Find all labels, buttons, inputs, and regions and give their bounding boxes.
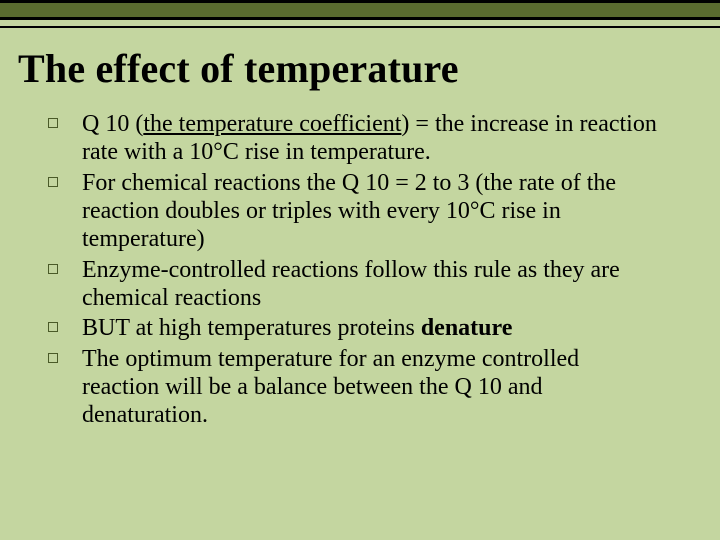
list-item: For chemical reactions the Q 10 = 2 to 3…	[48, 169, 660, 254]
content-area: Q 10 (the temperature coefficient) = the…	[0, 106, 720, 429]
list-item: Enzyme-controlled reactions follow this …	[48, 256, 660, 313]
header-top-bar	[0, 0, 720, 20]
list-item: The optimum temperature for an enzyme co…	[48, 345, 660, 430]
bullet-square-icon	[48, 118, 58, 128]
list-item-text: For chemical reactions the Q 10 = 2 to 3…	[82, 169, 660, 254]
list-item: Q 10 (the temperature coefficient) = the…	[48, 110, 660, 167]
list-item-text: The optimum temperature for an enzyme co…	[82, 345, 660, 430]
bullet-list: Q 10 (the temperature coefficient) = the…	[48, 110, 660, 429]
page-title: The effect of temperature	[0, 31, 720, 106]
list-item-text: BUT at high temperatures proteins denatu…	[82, 314, 660, 342]
list-item-text: Enzyme-controlled reactions follow this …	[82, 256, 660, 313]
bullet-square-icon	[48, 322, 58, 332]
bullet-square-icon	[48, 264, 58, 274]
list-item-text: Q 10 (the temperature coefficient) = the…	[82, 110, 660, 167]
bullet-square-icon	[48, 353, 58, 363]
bullet-square-icon	[48, 177, 58, 187]
list-item: BUT at high temperatures proteins denatu…	[48, 314, 660, 342]
